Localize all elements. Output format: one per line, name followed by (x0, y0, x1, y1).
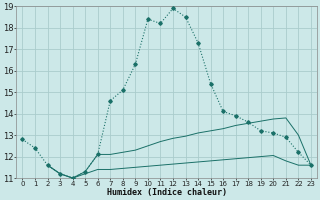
X-axis label: Humidex (Indice chaleur): Humidex (Indice chaleur) (107, 188, 227, 197)
